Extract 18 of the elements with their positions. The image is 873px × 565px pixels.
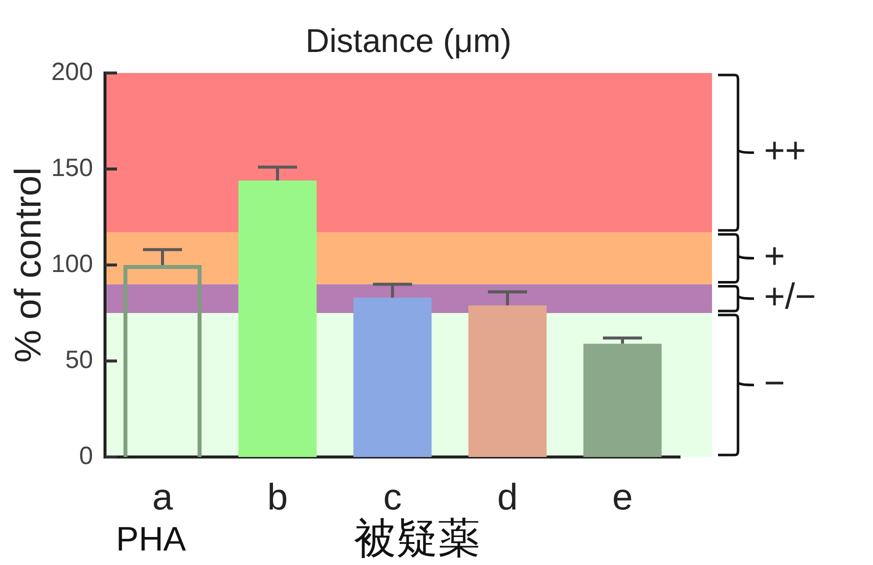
x-tick-label: d xyxy=(497,476,518,518)
band-label: + xyxy=(764,235,786,276)
band-label: ++ xyxy=(764,130,806,171)
y-tick-label: 150 xyxy=(51,154,93,182)
y-axis-title: % of control xyxy=(7,167,48,363)
y-tick-label: 100 xyxy=(51,250,93,278)
band-label: − xyxy=(764,362,786,403)
x-tick-label: b xyxy=(267,476,288,518)
band-label: +/− xyxy=(764,276,816,317)
x-tick-label: c xyxy=(383,476,402,518)
y-tick-label: 0 xyxy=(79,442,93,470)
chart-title: Distance (μm) xyxy=(305,22,512,60)
text: PHA xyxy=(116,520,186,558)
text: 被疑薬 xyxy=(354,514,480,562)
x-tick-label: e xyxy=(612,476,633,518)
x-tick-label: a xyxy=(152,476,174,518)
y-tick-label: 200 xyxy=(51,58,93,86)
y-tick-label: 50 xyxy=(65,346,93,374)
